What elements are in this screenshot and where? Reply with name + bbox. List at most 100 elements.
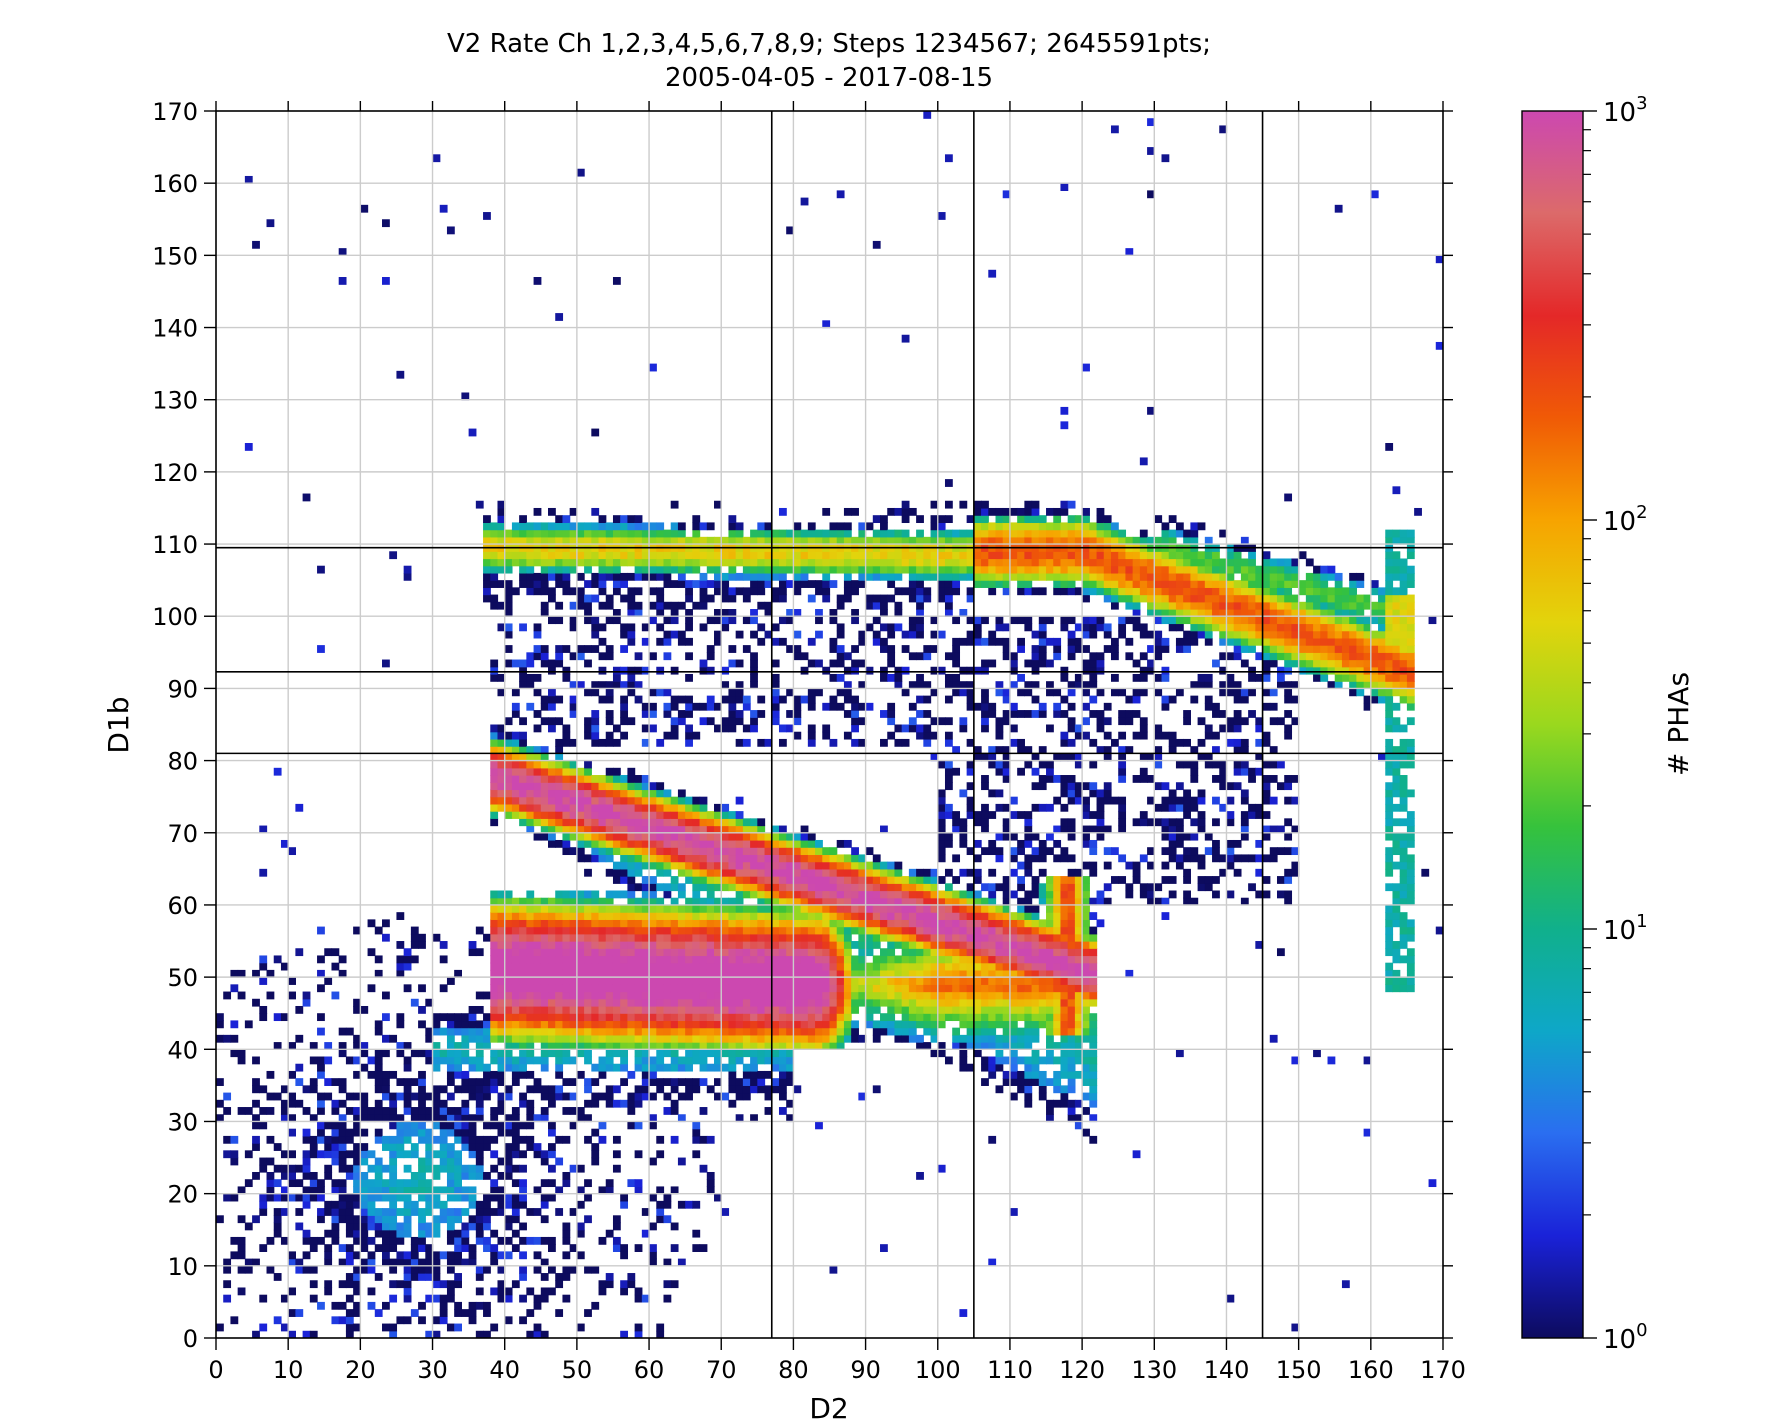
heatmap-cell — [829, 551, 838, 560]
heatmap-cell — [721, 919, 730, 928]
heatmap-cell — [692, 904, 701, 913]
heatmap-cell — [988, 1013, 997, 1022]
heatmap-cell — [778, 941, 787, 949]
heatmap-cell — [317, 1092, 325, 1101]
heatmap-cell — [944, 977, 953, 985]
heatmap-cell — [822, 666, 831, 675]
heatmap-cell — [692, 601, 701, 610]
heatmap-cell — [576, 991, 585, 1000]
heatmap-cell — [663, 933, 672, 942]
heatmap-cell — [728, 847, 737, 856]
heatmap-cell — [699, 572, 708, 581]
heatmap-cell — [620, 1193, 629, 1202]
heatmap-cell — [569, 803, 578, 812]
heatmap-cell — [382, 1034, 390, 1043]
heatmap-cell — [324, 1092, 333, 1101]
heatmap-cell — [641, 1034, 650, 1043]
heatmap-cell — [483, 1121, 491, 1130]
heatmap-cell — [670, 977, 679, 985]
heatmap-cell — [937, 212, 946, 220]
heatmap-cell — [569, 775, 578, 783]
heatmap-cell — [1017, 616, 1025, 625]
heatmap-cell — [887, 536, 896, 545]
heatmap-cell — [497, 1193, 506, 1202]
heatmap-cell — [295, 1208, 304, 1216]
heatmap-cell — [807, 594, 816, 603]
heatmap-cell — [1009, 572, 1018, 581]
heatmap-cell — [461, 1222, 470, 1231]
heatmap-cell — [511, 1013, 520, 1022]
heatmap-cell — [237, 1056, 246, 1065]
heatmap-cell — [548, 1179, 556, 1188]
heatmap-cell — [1002, 969, 1011, 978]
heatmap-cell — [656, 1005, 665, 1014]
heatmap-cell — [959, 912, 968, 920]
heatmap-cell — [757, 912, 766, 920]
heatmap-cell — [591, 551, 600, 560]
heatmap-cell — [937, 760, 946, 769]
heatmap-cell — [742, 962, 751, 971]
heatmap-cell — [439, 1128, 448, 1137]
heatmap-cell — [742, 933, 751, 942]
heatmap-cell — [851, 551, 859, 560]
heatmap-cell — [937, 969, 946, 978]
heatmap-cell — [916, 1034, 924, 1043]
heatmap-cell — [511, 926, 520, 935]
heatmap-cell — [511, 1070, 520, 1079]
heatmap-cell — [894, 919, 903, 928]
heatmap-cell — [468, 1128, 477, 1137]
heatmap-cell — [728, 558, 737, 567]
heatmap-cell — [540, 991, 549, 1000]
heatmap-cell — [641, 854, 650, 863]
heatmap-cell — [367, 1186, 376, 1195]
heatmap-cell — [273, 1316, 282, 1325]
heatmap-cell — [649, 1034, 657, 1043]
heatmap-cell — [576, 811, 585, 819]
heatmap-cell — [497, 507, 506, 516]
heatmap-cell — [670, 1107, 679, 1115]
heatmap-cell — [916, 630, 924, 639]
heatmap-cell — [584, 551, 592, 560]
heatmap-cell — [685, 984, 693, 993]
heatmap-cell — [677, 811, 686, 819]
heatmap-cell — [663, 818, 672, 827]
heatmap-cell — [533, 1027, 542, 1036]
heatmap-cell — [1017, 962, 1025, 971]
heatmap-cell — [836, 659, 845, 668]
heatmap-cell — [649, 803, 657, 812]
heatmap-cell — [944, 479, 953, 487]
heatmap-cell — [612, 919, 621, 928]
heatmap-cell — [526, 673, 535, 682]
heatmap-cell — [338, 1186, 347, 1195]
heatmap-cell — [952, 580, 961, 588]
heatmap-cell — [584, 854, 592, 863]
heatmap-cell — [721, 1013, 730, 1022]
heatmap-cell — [526, 659, 535, 668]
heatmap-cell — [944, 500, 953, 509]
heatmap-cell — [800, 991, 809, 1000]
heatmap-cell — [764, 1049, 773, 1058]
heatmap-cell — [295, 1222, 304, 1231]
heatmap-cell — [548, 984, 556, 993]
heatmap-cell — [930, 883, 939, 892]
heatmap-cell — [981, 969, 989, 978]
heatmap-cell — [1009, 666, 1018, 675]
heatmap-cell — [764, 948, 773, 957]
heatmap-cell — [742, 1078, 751, 1086]
heatmap-cell — [771, 565, 780, 574]
heatmap-cell — [815, 926, 823, 935]
heatmap-cell — [634, 1042, 643, 1050]
heatmap-cell — [418, 1107, 426, 1115]
heatmap-cell — [1017, 955, 1025, 964]
heatmap-cell — [750, 1070, 758, 1079]
heatmap-cell — [627, 933, 636, 942]
heatmap-cell — [858, 572, 867, 581]
heatmap-cell — [916, 1042, 924, 1050]
heatmap-cell — [252, 1171, 260, 1180]
heatmap-cell — [764, 580, 773, 588]
heatmap-cell — [771, 861, 780, 870]
heatmap-cell — [548, 695, 556, 704]
heatmap-cell — [562, 760, 571, 769]
heatmap-cell — [634, 1287, 643, 1296]
heatmap-cell — [432, 1186, 441, 1195]
